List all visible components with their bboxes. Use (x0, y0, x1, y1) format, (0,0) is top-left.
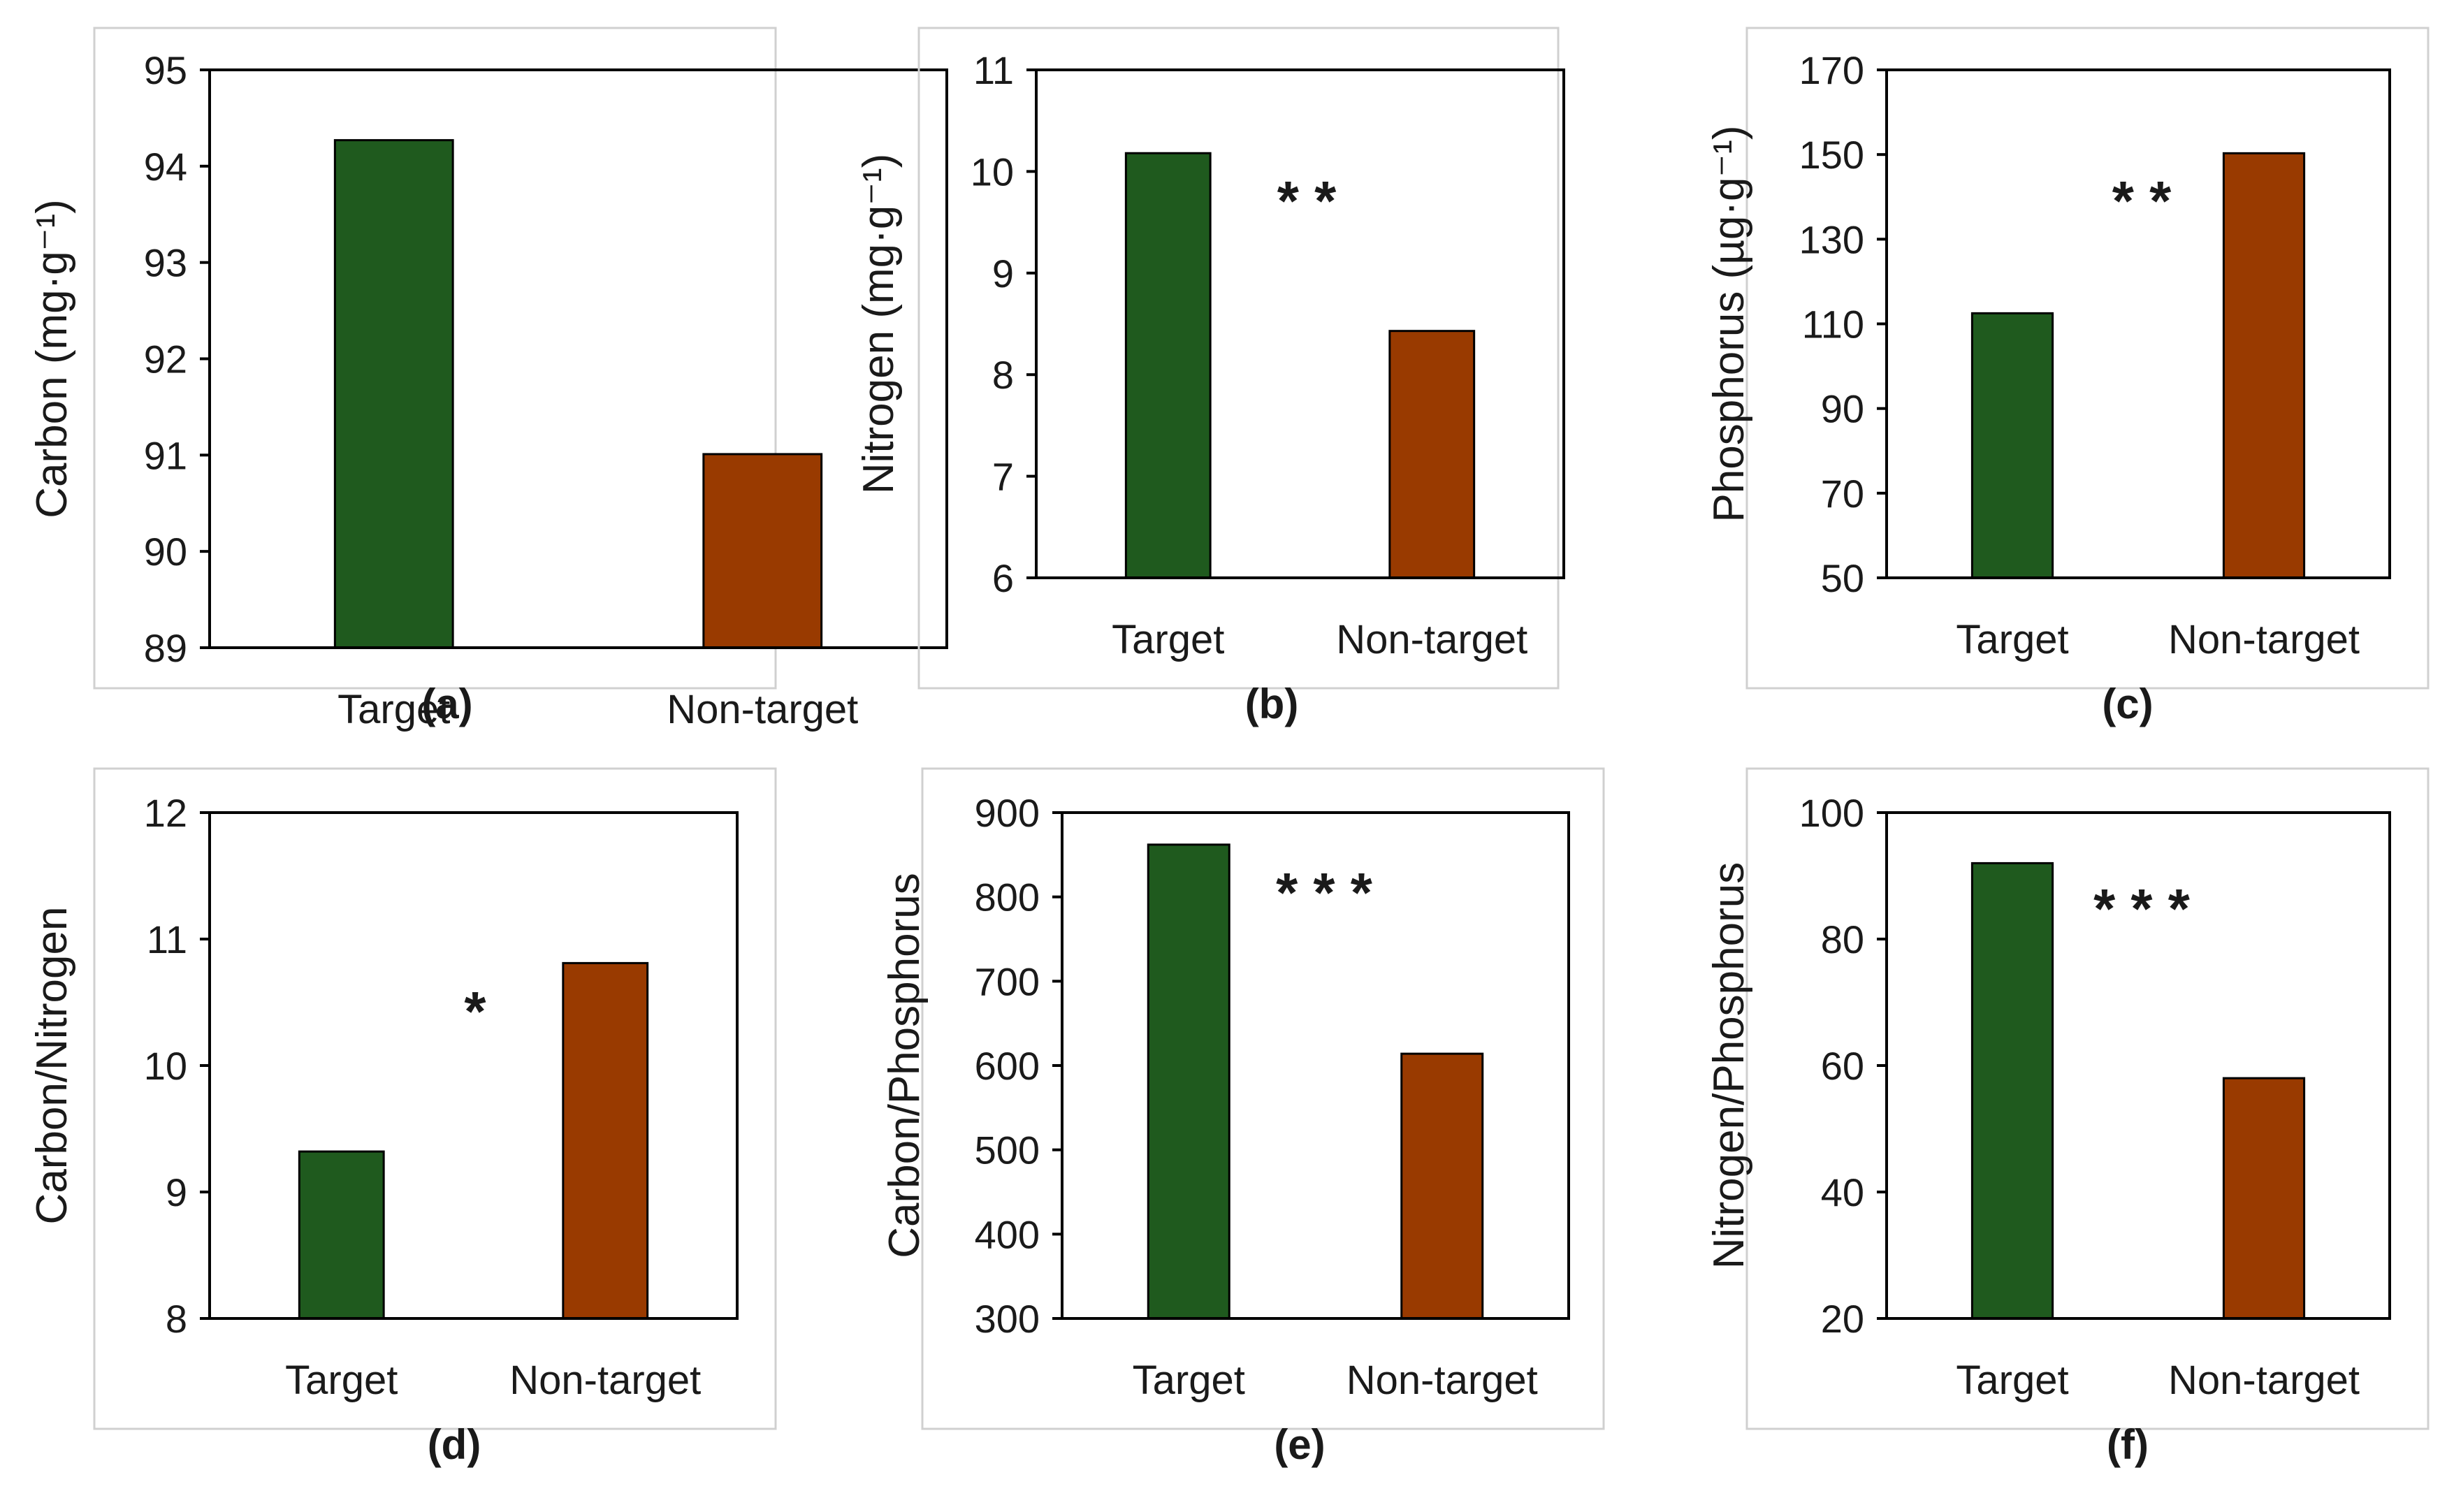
y-tick-label: 6 (992, 556, 1014, 600)
y-axis-label: Carbon (mg·g⁻¹) (28, 199, 76, 518)
significance-marker: * (464, 980, 486, 1042)
panel-label: (b) (1245, 681, 1299, 727)
y-tick-label: 7 (992, 455, 1014, 499)
bar-non-target (562, 961, 649, 1320)
y-tick-label: 900 (975, 791, 1040, 835)
y-tick-label: 300 (975, 1297, 1040, 1341)
category-label: Non-target (2168, 617, 2360, 662)
category-label: Target (1112, 617, 1224, 662)
y-tick-label: 89 (144, 626, 187, 670)
y-tick-label: 11 (147, 917, 187, 961)
significance-marker: * * * (2093, 878, 2191, 940)
y-tick-label: 10 (971, 150, 1014, 194)
panel-f: Target Non-target 20 40 60 80 100 Nitrogen/Phos… (1705, 767, 2430, 1468)
y-tick-label: 500 (975, 1128, 1040, 1172)
y-tick-label: 150 (1799, 133, 1864, 177)
category-label: Target (1133, 1358, 1245, 1403)
panel-frame (1745, 767, 2430, 1430)
significance-marker: * * * (1276, 862, 1373, 924)
y-tick-label: 90 (1821, 387, 1864, 431)
panel-label: (d) (428, 1421, 481, 1468)
y-tick-label: 400 (975, 1212, 1040, 1256)
panel-frame (1745, 27, 2430, 690)
y-tick-label: 90 (144, 530, 187, 574)
y-tick-label: 600 (975, 1044, 1040, 1088)
bar-non-target (2222, 152, 2306, 579)
plot-area (1035, 68, 1565, 579)
category-label: Target (1956, 1358, 2068, 1403)
significance-marker: * * (2112, 170, 2172, 232)
bar-target (1970, 312, 2054, 579)
bar-non-target (1388, 330, 1476, 579)
y-tick-label: 8 (992, 353, 1014, 397)
y-axis-label: Nitrogen/Phosphorus (1705, 862, 1753, 1269)
category-label: Non-target (667, 687, 858, 732)
y-tick-label: 70 (1821, 472, 1864, 516)
bar-target (298, 1150, 385, 1320)
panel-e: Target Non-target 300 400 500 600 700 800 900 Car… (880, 767, 1605, 1468)
y-tick-label: 60 (1821, 1044, 1864, 1088)
panel-b: Target Non-target 6 7 8 9 10 11 Nitrogen (mg·g⁻¹… (855, 27, 1565, 727)
y-tick-label: 9 (992, 252, 1014, 296)
y-tick-label: 20 (1821, 1297, 1864, 1341)
bar-non-target (1400, 1052, 1484, 1320)
y-tick-label: 10 (144, 1044, 187, 1088)
y-tick-label: 94 (144, 145, 187, 189)
category-label: Target (1956, 617, 2068, 662)
category-label: Target (337, 687, 450, 732)
y-tick-label: 700 (975, 959, 1040, 1003)
y-tick-label: 170 (1799, 48, 1864, 92)
y-tick-label: 95 (144, 48, 187, 92)
category-label: Target (285, 1358, 398, 1403)
panel-frame (917, 27, 1560, 690)
bar-target (333, 139, 454, 649)
y-tick-label: 93 (144, 241, 187, 285)
panel-frame (93, 767, 777, 1430)
panel-frame (93, 27, 777, 690)
y-tick-label: 130 (1799, 217, 1864, 261)
y-tick-label: 92 (144, 337, 187, 381)
y-tick-label: 9 (166, 1170, 187, 1214)
y-tick-label: 50 (1821, 556, 1864, 600)
panel-a: Target Non-target 89 90 91 92 93 94 95 Carbon (mg… (28, 27, 948, 732)
y-axis-label: Carbon/Phosphorus (880, 873, 929, 1258)
panel-label: (e) (1274, 1421, 1325, 1468)
panel-frame (921, 767, 1605, 1430)
bar-non-target (2222, 1077, 2306, 1320)
y-tick-label: 40 (1821, 1170, 1864, 1214)
y-tick-label: 11 (973, 48, 1014, 92)
bar-target (1147, 843, 1230, 1320)
y-tick-label: 100 (1799, 791, 1864, 835)
y-axis-label: Phosphorus (µg·g⁻¹) (1705, 125, 1753, 522)
bar-target (1124, 152, 1212, 579)
y-axis-label: Nitrogen (mg·g⁻¹) (855, 154, 903, 495)
y-tick-label: 80 (1821, 917, 1864, 961)
panel-label: (c) (2102, 681, 2153, 727)
panel-label: (f) (2107, 1421, 2149, 1468)
category-label: Non-target (1336, 617, 1527, 662)
category-label: Non-target (2168, 1358, 2360, 1403)
panel-c: Target Non-target 50 70 90 110 130 150 170 Phosph… (1705, 27, 2430, 727)
y-tick-label: 12 (144, 791, 187, 835)
y-tick-label: 91 (144, 433, 187, 477)
bar-non-target (702, 453, 823, 649)
y-tick-label: 8 (166, 1297, 187, 1341)
significance-marker: * * (1277, 170, 1337, 232)
category-label: Non-target (1346, 1358, 1538, 1403)
category-label: Non-target (509, 1358, 701, 1403)
y-tick-label: 110 (1802, 303, 1864, 347)
panel-d: Target Non-target 8 9 10 11 12 Carbon/Nitrogen *… (28, 767, 777, 1468)
bar-target (1970, 862, 2054, 1320)
y-axis-label: Carbon/Nitrogen (28, 907, 76, 1225)
y-tick-label: 800 (975, 875, 1040, 919)
panel-label: (a) (421, 681, 472, 727)
